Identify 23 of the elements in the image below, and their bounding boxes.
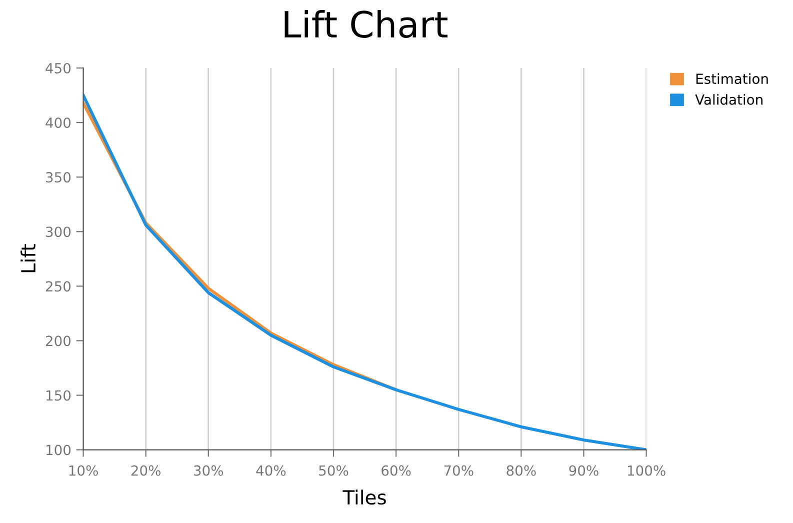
x-tick-label: 10%: [69, 465, 98, 476]
y-tick-label: 400: [46, 118, 71, 128]
chart-title: Lift Chart: [284, 10, 448, 38]
y-tick-label: 300: [46, 226, 71, 238]
x-tick-label: 100%: [628, 465, 666, 476]
x-axis-title: Tiles: [342, 490, 386, 505]
x-tick-label: 90%: [569, 465, 598, 476]
x-tick-label: 50%: [319, 465, 348, 476]
y-tick-label: 450: [46, 62, 71, 74]
y-axis-title: Lift: [20, 244, 36, 272]
x-tick-label: 60%: [382, 465, 411, 476]
x-tick-label: 80%: [506, 465, 536, 476]
x-tick-label: 20%: [131, 465, 160, 476]
legend-label: Validation: [695, 94, 762, 105]
x-tick-label: 70%: [444, 465, 474, 476]
x-tick-label: 40%: [256, 465, 286, 476]
y-tick-label: 250: [46, 281, 71, 292]
y-tick-label: 100: [46, 444, 71, 456]
x-tick-label: 30%: [194, 465, 224, 476]
y-tick-label: 200: [46, 336, 71, 346]
y-tick-label: 150: [46, 390, 71, 401]
y-tick-label: 350: [46, 172, 71, 183]
legend-label: Estimation: [696, 73, 768, 84]
